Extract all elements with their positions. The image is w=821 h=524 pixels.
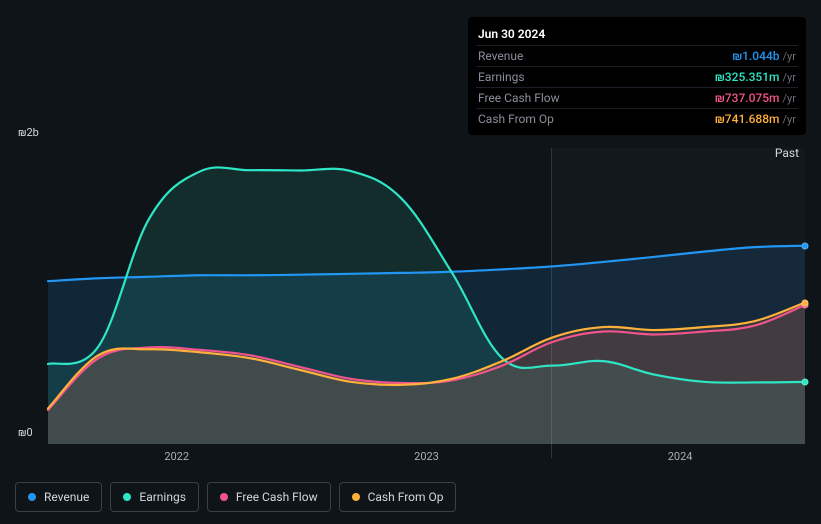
tooltip-row-suffix: /yr <box>783 113 796 126</box>
legend-dot-icon <box>28 493 36 501</box>
tooltip-row-label: Earnings <box>478 70 525 84</box>
tooltip-row-currency: ₪741.688m <box>715 112 780 126</box>
data-tooltip: Jun 30 2024 Revenue ₪1.044b/yr Earnings ₪32… <box>468 17 806 135</box>
legend-dot-icon <box>123 493 131 501</box>
legend-dot-icon <box>220 493 228 501</box>
tooltip-row-value: ₪741.688m/yr <box>715 112 796 126</box>
x-axis-tick: 2024 <box>668 450 693 463</box>
legend-item[interactable]: Free Cash Flow <box>207 482 331 512</box>
tooltip-row-label: Revenue <box>478 49 523 63</box>
x-axis-tick: 2022 <box>164 450 189 463</box>
x-axis-tick: 2023 <box>414 450 439 463</box>
tooltip-row-suffix: /yr <box>783 92 796 105</box>
legend-item[interactable]: Cash From Op <box>339 482 457 512</box>
tooltip-date-title: Jun 30 2024 <box>476 23 798 45</box>
chart-plot-area: Past <box>48 148 805 444</box>
series-end-marker <box>802 378 809 385</box>
series-end-marker <box>802 242 809 249</box>
tooltip-rows: Revenue₪1.044b/yrEarnings₪325.351m/yrFre… <box>476 45 798 129</box>
legend-label: Earnings <box>139 490 186 504</box>
legend-item[interactable]: Revenue <box>15 482 102 512</box>
chart-container: Jun 30 2024 Revenue ₪1.044b/yr Earnings ₪32… <box>0 0 821 524</box>
tooltip-row-currency: ₪1.044b <box>732 49 779 63</box>
tooltip-row-currency: ₪737.075m <box>715 91 780 105</box>
tooltip-row-suffix: /yr <box>783 71 796 84</box>
tooltip-row-label: Cash From Op <box>478 112 554 126</box>
legend-item[interactable]: Earnings <box>110 482 199 512</box>
tooltip-row: Free Cash Flow ₪737.075m/yr <box>476 87 798 108</box>
y-axis-label-min: ₪0 <box>18 426 33 439</box>
legend-label: Free Cash Flow <box>236 490 318 504</box>
tooltip-row: Earnings ₪325.351m/yr <box>476 66 798 87</box>
tooltip-row-suffix: /yr <box>783 50 796 63</box>
tooltip-row-value: ₪325.351m/yr <box>715 70 796 84</box>
y-axis-label-max: ₪2b <box>18 126 39 139</box>
tooltip-row-value: ₪1.044b/yr <box>732 49 796 63</box>
tooltip-row: Revenue ₪1.044b/yr <box>476 45 798 66</box>
legend-dot-icon <box>352 493 360 501</box>
legend-label: Cash From Op <box>368 490 444 504</box>
tooltip-row-label: Free Cash Flow <box>478 91 560 105</box>
tooltip-row-currency: ₪325.351m <box>715 70 780 84</box>
legend-label: Revenue <box>44 490 89 504</box>
legend: Revenue Earnings Free Cash Flow Cash From O… <box>15 482 456 512</box>
tooltip-row-value: ₪737.075m/yr <box>715 91 796 105</box>
chart-svg <box>48 148 805 444</box>
series-end-marker <box>802 299 809 306</box>
tooltip-row: Cash From Op ₪741.688m/yr <box>476 108 798 129</box>
